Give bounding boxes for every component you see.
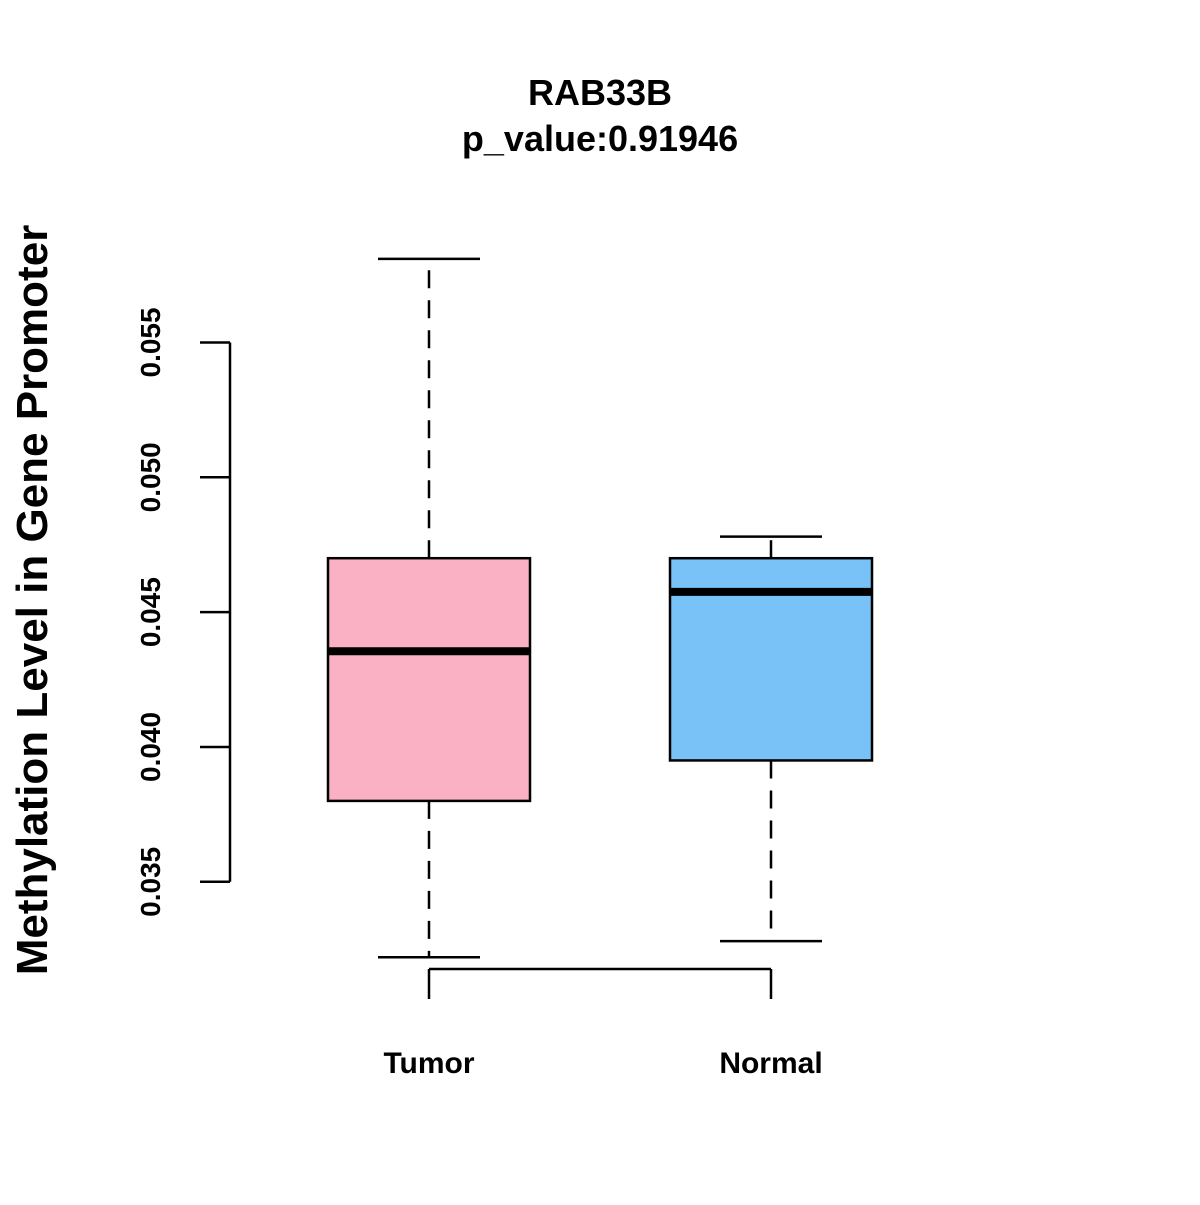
chart-title: RAB33B — [528, 72, 672, 113]
y-tick-label-3: 0.050 — [135, 442, 166, 512]
y-tick-label-4: 0.055 — [135, 307, 166, 377]
x-tick-label-tumor: Tumor — [383, 1047, 474, 1080]
y-tick-label-2: 0.045 — [135, 577, 166, 647]
chart-subtitle: p_value:0.91946 — [462, 118, 738, 159]
y-tick-label-1: 0.040 — [135, 712, 166, 782]
box-normal — [668, 535, 874, 943]
box-iqr — [326, 556, 532, 803]
box-tumor — [326, 257, 532, 959]
x-axis: Tumor Normal — [383, 967, 823, 1080]
boxes-group — [326, 257, 874, 959]
y-axis-label: Methylation Level in Gene Promoter — [8, 225, 57, 976]
y-axis: 0.035 0.040 0.045 0.050 0.055 — [135, 307, 232, 917]
y-tick-label-0: 0.035 — [135, 847, 166, 917]
x-tick-label-normal: Normal — [719, 1047, 822, 1080]
